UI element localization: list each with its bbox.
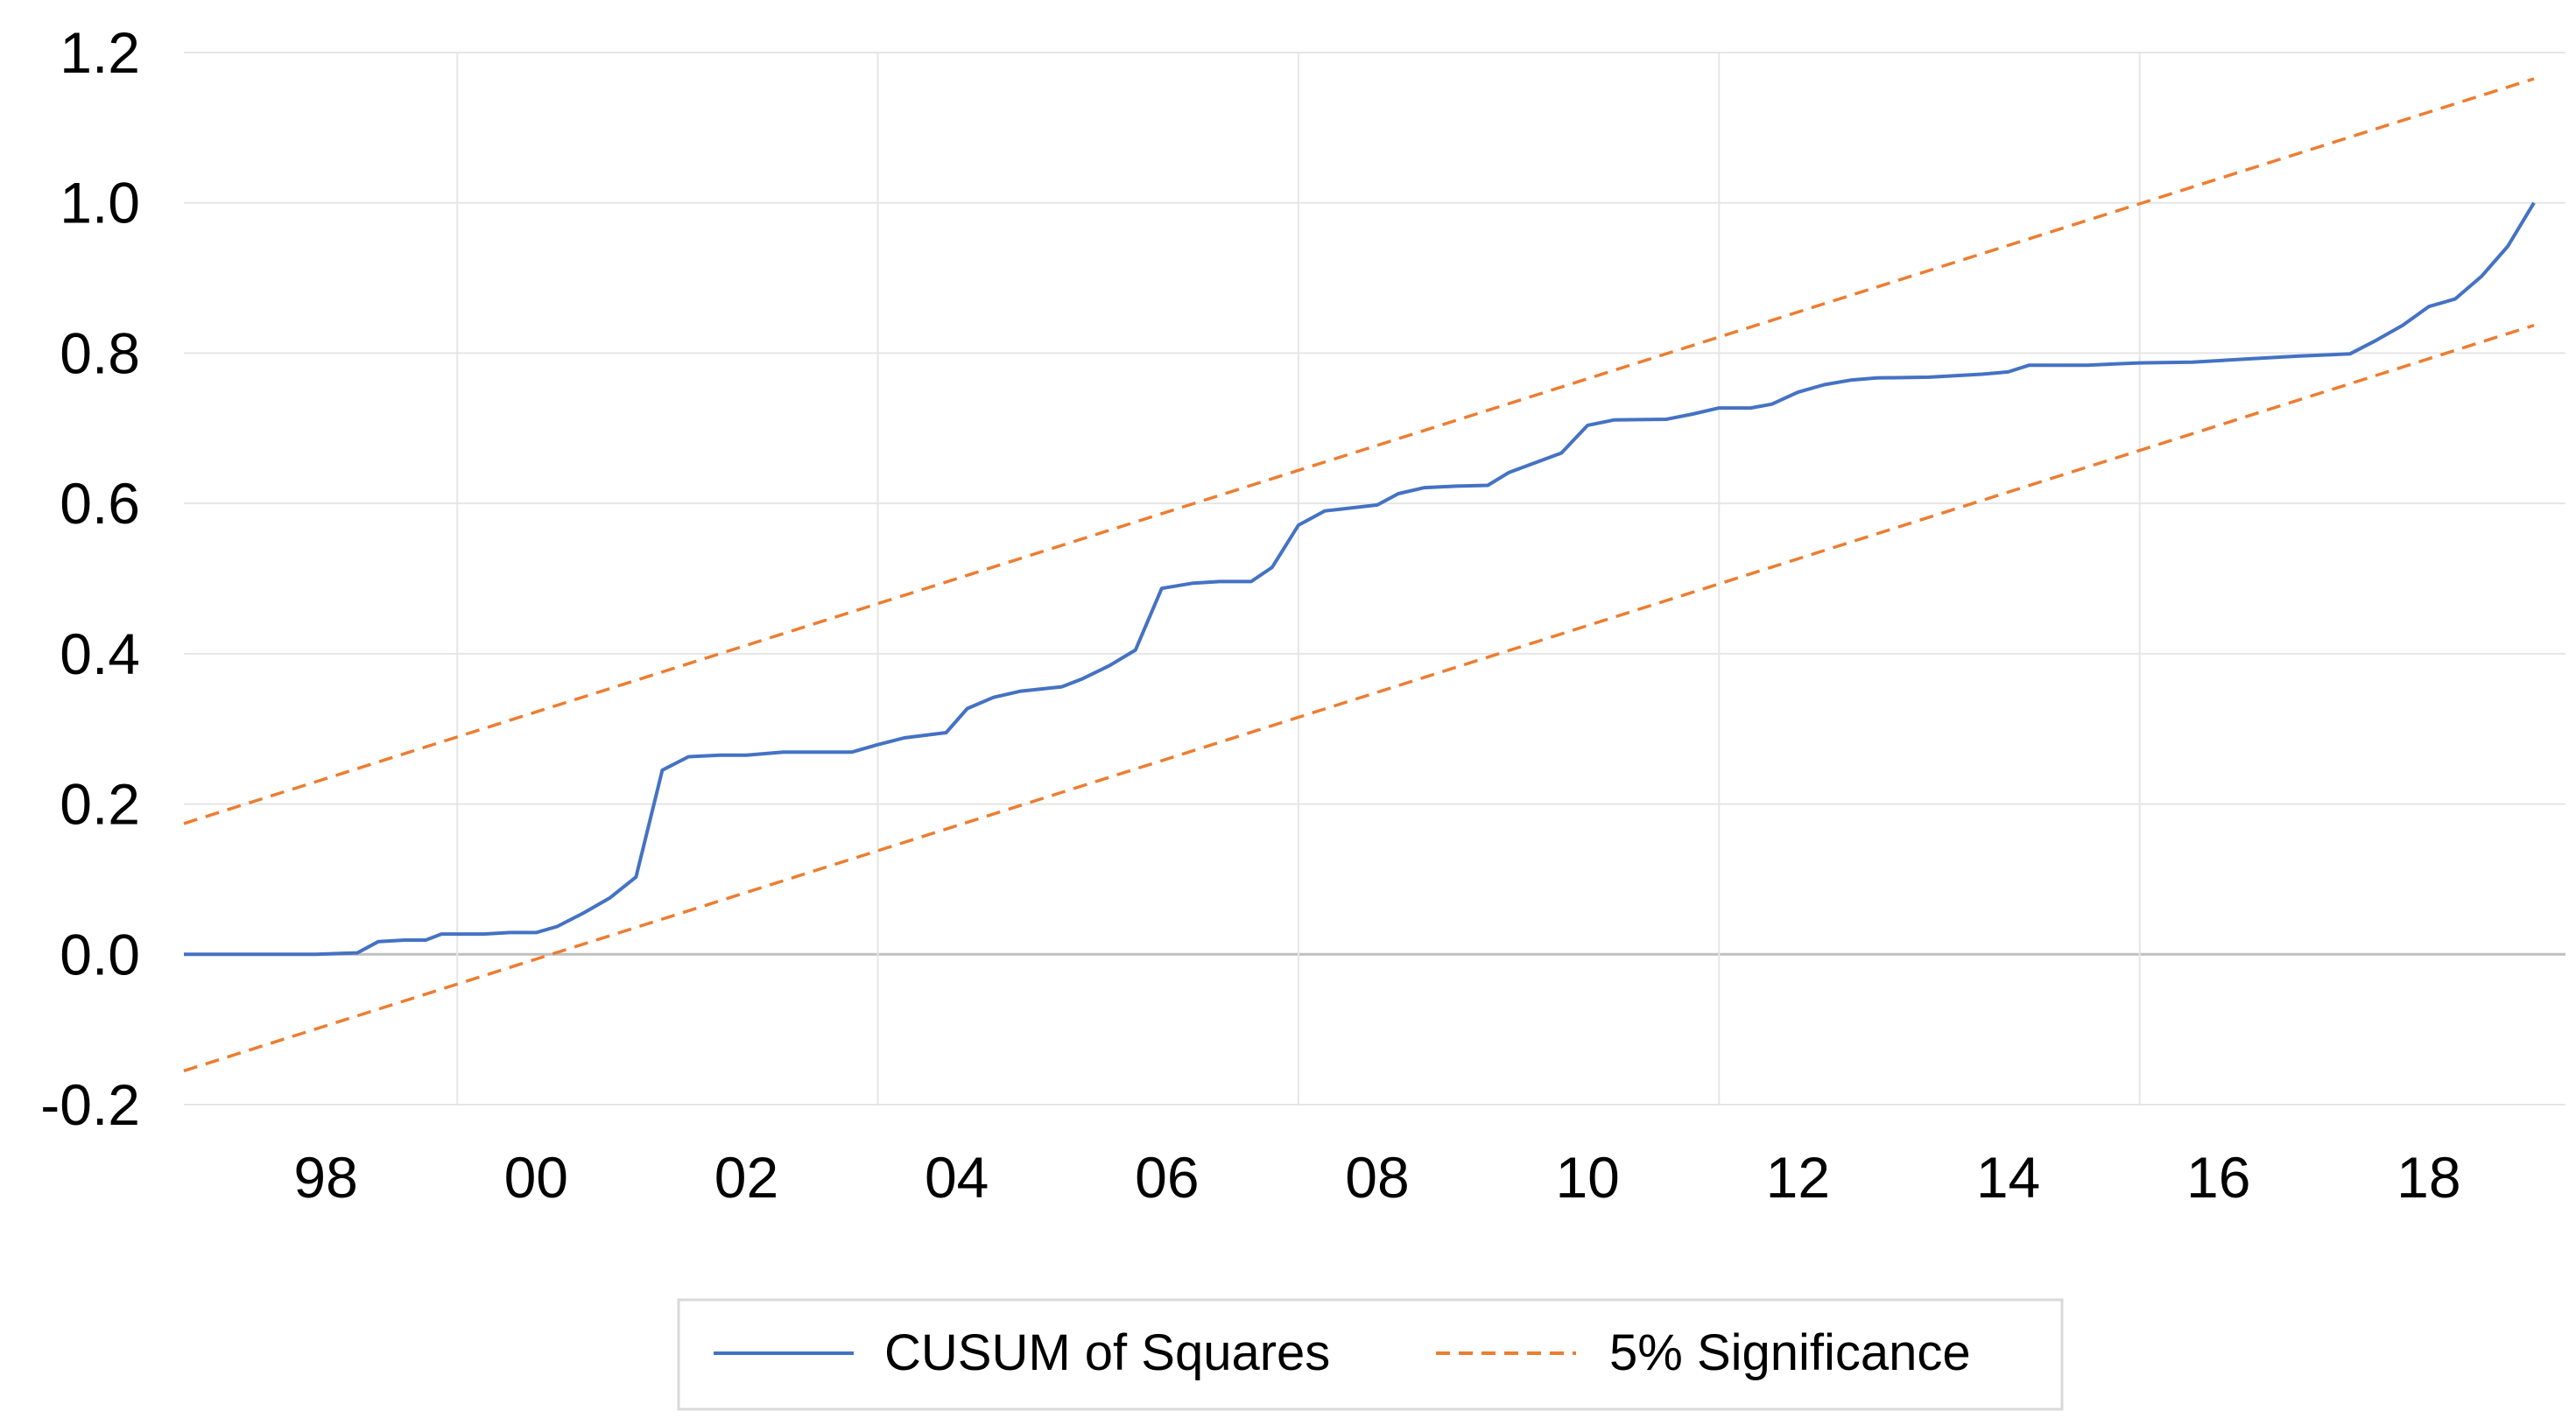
x-tick-label: 14: [1976, 1145, 2040, 1210]
x-tick-label: 98: [293, 1145, 357, 1210]
legend-label-significance: 5% Significance: [1609, 1324, 1971, 1381]
series-layer: [183, 77, 2536, 1073]
y-tick-label: 0.4: [60, 621, 140, 686]
x-tick-label: 18: [2397, 1145, 2460, 1210]
y-tick-label: 0.0: [60, 922, 140, 986]
cusum-of-squares-line: [184, 201, 2536, 957]
x-tick-label: 06: [1135, 1145, 1199, 1210]
x-tick-label: 02: [714, 1145, 778, 1210]
tick-label-layer: 1.2 1.0 0.8 0.6 0.4 0.2 0.0 -0.2 98 00 02 04 06 08 10 1…: [40, 20, 2460, 1210]
y-tick-label: 0.6: [60, 471, 140, 536]
x-tick-label: 08: [1345, 1145, 1409, 1210]
y-tick-label: -0.2: [40, 1072, 140, 1137]
y-tick-label: 1.2: [60, 20, 140, 85]
x-tick-label: 00: [504, 1145, 568, 1210]
y-tick-label: 0.2: [60, 772, 140, 837]
legend: CUSUM of Squares 5% Significance: [677, 1298, 2064, 1411]
x-tick-label: 10: [1555, 1145, 1619, 1210]
legend-label-cusum: CUSUM of Squares: [884, 1324, 1330, 1381]
upper-significance-line: [183, 77, 2535, 825]
x-tick-label: 16: [2186, 1145, 2250, 1210]
x-tick-label: 12: [1766, 1145, 1830, 1210]
y-tick-label: 1.0: [60, 171, 140, 235]
y-tick-label: 0.8: [60, 320, 140, 385]
grid-layer: [184, 52, 2565, 1106]
x-tick-label: 04: [925, 1145, 989, 1210]
legend-box: [677, 1298, 2064, 1411]
lower-significance-line: [183, 324, 2535, 1073]
